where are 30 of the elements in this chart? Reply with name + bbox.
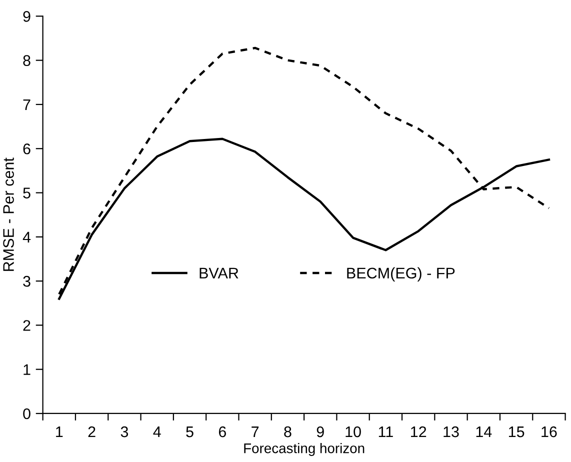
x-tick-label: 9: [316, 426, 324, 438]
x-tick-label: 12: [411, 426, 426, 438]
y-tick-label: 4: [22, 232, 31, 242]
x-axis-title: Forecasting horizon: [244, 443, 364, 456]
y-tick-label: 7: [23, 99, 30, 110]
x-tick-label: 10: [346, 426, 361, 438]
x-tick-label: 8: [284, 426, 292, 438]
x-tick-label: 13: [444, 426, 459, 438]
x-tick-label: 16: [542, 426, 557, 438]
x-tick-label: 7: [252, 426, 259, 438]
legend-label: BVAR: [200, 268, 238, 278]
x-tick-label: 4: [153, 426, 161, 438]
x-tick-label: 15: [508, 426, 524, 438]
y-tick-label: 6: [23, 143, 30, 154]
x-tick-label: 14: [476, 426, 492, 438]
x-tick-label: 3: [120, 426, 128, 438]
x-tick-label: 2: [88, 426, 96, 438]
y-tick-label: 1: [24, 364, 30, 375]
y-tick-label: 0: [23, 408, 30, 420]
y-tick-label: 9: [23, 11, 30, 22]
y-tick-label: 2: [23, 320, 30, 331]
x-tick-label: 1: [56, 426, 63, 438]
x-tick-label: 6: [218, 426, 226, 438]
y-axis-title: RMSE - Per cent: [3, 158, 14, 271]
x-tick-label: 11: [378, 426, 393, 438]
y-tick-label: 3: [23, 276, 30, 287]
y-tick-label: 8: [23, 55, 30, 66]
x-tick-label: 5: [186, 426, 194, 438]
legend-label: BECM(EG) - FP: [347, 267, 455, 282]
y-tick-label: 5: [23, 188, 30, 198]
